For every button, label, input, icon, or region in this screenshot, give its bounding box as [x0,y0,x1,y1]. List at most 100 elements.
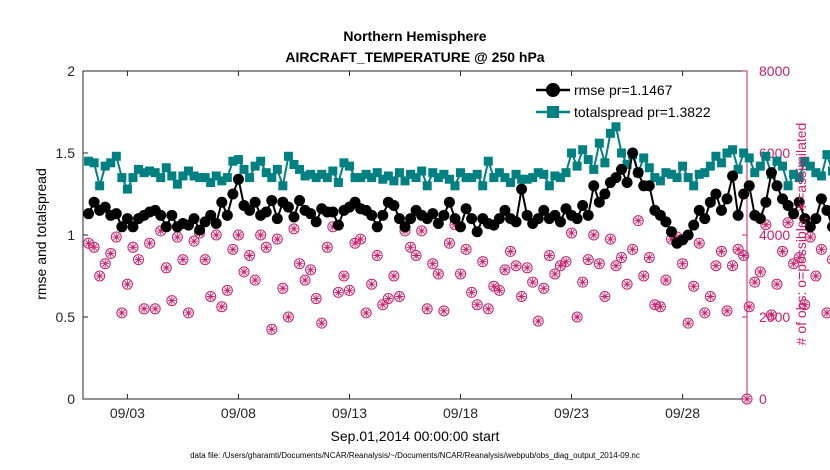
rmse-point [83,208,95,220]
obs-possible-point [593,258,605,270]
obs-possible-point [815,243,827,255]
obs-assimilated-point [206,292,215,301]
rmse-point [405,213,417,225]
obs-assimilated-point [689,282,698,291]
obs-possible-point [732,243,744,255]
obs-possible-point [416,225,428,237]
obs-assimilated-point [462,245,471,254]
totalspread-point [522,174,532,184]
obs-assimilated-point [650,300,659,309]
obs-assimilated-point [611,261,620,270]
totalspread-point [106,158,116,168]
totalspread-point [84,156,94,166]
totalspread-point [783,181,793,191]
rmse-point [643,180,655,192]
totalspread-point [733,164,743,174]
obs-possible-point [255,229,267,241]
obs-assimilated-point [301,276,310,285]
totalspread-point [394,168,404,178]
obs-assimilated-point [323,243,332,252]
totalspread-point [555,173,565,183]
obs-assimilated-point [617,253,626,262]
obs-assimilated-point [95,272,104,280]
obs-possible-point [277,282,289,294]
totalspread-point [406,169,416,179]
obs-possible-point [482,303,494,315]
obs-possible-point [377,299,389,311]
obs-possible-point [793,252,805,264]
y-tick-label: 1.5 [56,145,76,161]
rmse-point [782,199,794,211]
rmse-point [110,208,122,220]
rmse-point [205,209,217,221]
rmse-point [499,204,511,216]
obs-possible-point [743,301,755,313]
obs-possible-point [727,260,739,272]
obs-assimilated-point [628,245,637,254]
totalspread-point [644,163,654,173]
obs-possible-point [210,229,222,241]
totalspread-point [167,171,177,181]
obs-assimilated-point [417,226,426,235]
obs-assimilated-point [467,288,476,297]
y-tick-label: 0.5 [56,309,76,325]
obs-assimilated-point [506,247,515,256]
rmse-point [810,213,822,225]
rmse-point [427,208,439,220]
obs-possible-point [810,270,822,282]
obs-assimilated-point [278,284,287,293]
obs-assimilated-point [661,276,670,285]
totalspread-point [428,168,438,178]
obs-possible-point [177,254,189,266]
obs-assimilated-point [789,259,798,268]
obs-possible-point [294,258,306,270]
totalspread-point [550,171,560,181]
obs-possible-point [616,252,628,264]
obs-assimilated-point [723,306,732,315]
obs-assimilated-point [784,218,793,227]
totalspread-point [117,173,127,183]
obs-assimilated-point [695,239,704,248]
obs-possible-point [477,256,489,268]
totalspread-point [739,148,749,158]
y-tick-label: 2 [67,63,75,79]
totalspread-point [411,173,421,183]
rmse-point [660,216,672,228]
totalspread-point [672,173,682,183]
y-tick-label: 0 [67,391,75,407]
totalspread-point [195,173,205,183]
obs-assimilated-point [817,245,826,254]
obs-possible-point [282,311,294,323]
obs-possible-point [765,309,777,321]
totalspread-point [200,173,210,183]
obs-assimilated-point [212,231,221,239]
obs-possible-point [499,264,511,276]
obs-possible-point [527,276,539,288]
obs-possible-point [244,250,256,261]
obs-assimilated-point [412,251,421,260]
obs-assimilated-point [517,292,526,301]
rmse-point [260,206,272,218]
totalspread-point [328,166,338,176]
obs-assimilated-point [273,235,282,244]
rmse-point [155,209,167,221]
rmse-point [305,208,317,220]
totalspread-point [789,169,799,179]
totalspread-point [456,168,466,178]
obs-assimilated-point [456,269,465,278]
obs-assimilated-point [539,284,548,293]
obs-assimilated-point [156,226,165,235]
obs-assimilated-point [251,276,260,285]
rmse-point [804,221,816,233]
legend: rmse pr=1.1467 totalspread pr=1.3822 [530,78,740,122]
obs-possible-point [682,317,694,329]
obs-possible-point [643,252,655,264]
obs-possible-point [566,227,578,239]
obs-possible-point [427,258,439,270]
rmse-point [221,209,233,221]
legend-spread-label: totalspread pr=1.3822 [574,104,711,120]
rmse-point [388,199,400,211]
rmse-point [393,213,405,225]
obs-assimilated-point [312,294,321,303]
obs-possible-point [110,231,122,243]
